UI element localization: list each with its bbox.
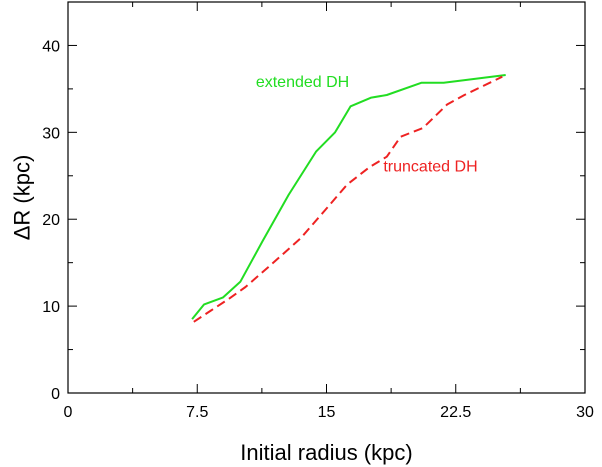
y-axis-ticks: 0 10 20 30 40 <box>42 1 585 403</box>
series-line-truncated-dh <box>193 75 503 323</box>
x-tick-label: 30 <box>576 404 594 421</box>
y-tick-label: 0 <box>51 386 60 403</box>
x-tick-label: 15 <box>318 404 336 421</box>
y-tick-label: 40 <box>42 38 60 55</box>
annotations: extended DH truncated DH <box>256 74 478 175</box>
annotation-truncated-dh: truncated DH <box>383 158 477 175</box>
annotation-extended-dh: extended DH <box>256 74 349 91</box>
y-axis-title: ΔR (kpc) <box>10 155 35 241</box>
y-tick-label: 30 <box>42 125 60 142</box>
plot-frame <box>67 1 586 394</box>
x-tick-label: 22.5 <box>440 404 471 421</box>
y-tick-label: 20 <box>42 212 60 229</box>
x-tick-label: 7.5 <box>186 404 208 421</box>
x-axis-ticks: 0 7.5 15 22.5 30 <box>64 2 594 421</box>
series-line-extended-dh <box>191 74 506 320</box>
series-layer <box>191 74 506 323</box>
x-tick-label: 0 <box>64 404 73 421</box>
y-tick-label: 10 <box>42 299 60 316</box>
x-axis-title: Initial radius (kpc) <box>240 440 412 465</box>
